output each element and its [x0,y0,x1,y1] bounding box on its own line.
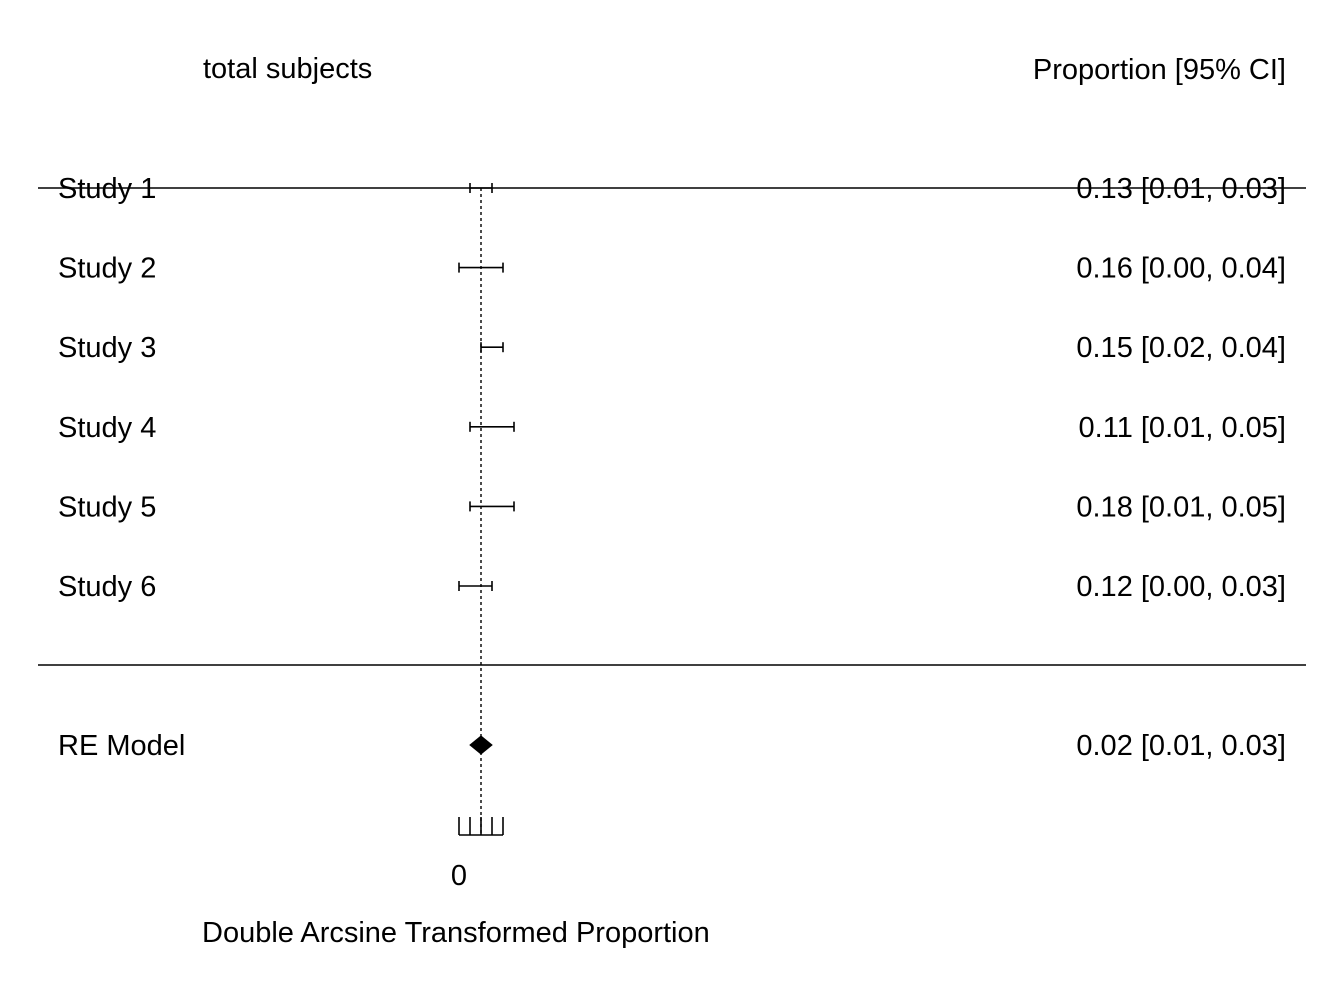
study-label: Study 2 [58,253,156,285]
study-label: Study 3 [58,332,156,364]
study-row: Study 3 0.15 [0.02, 0.04] [58,332,1286,364]
study-summary: 0.11 [0.01, 0.05] [1079,412,1286,444]
study-row: Study 4 0.11 [0.01, 0.05] [58,412,1286,444]
pooled-summary: 0.02 [0.01, 0.03] [1076,730,1286,762]
axis-tick-label: 0 [451,860,467,892]
study-summary: 0.12 [0.00, 0.03] [1076,571,1286,603]
study-rows: Study 1 0.13 [0.01, 0.03] Study 2 0.16 [0.0… [58,173,1286,603]
pooled-row: RE Model 0.02 [0.01, 0.03] [58,730,1286,762]
study-label: Study 6 [58,571,156,603]
x-axis: 0 [451,817,504,892]
study-row: Study 5 0.18 [0.01, 0.05] [58,491,1286,523]
x-axis-label: Double Arcsine Transformed Proportion [202,917,710,949]
header-left: total subjects [203,53,372,85]
study-label: Study 5 [58,491,156,523]
pooled-diamond [469,735,493,755]
pooled-label: RE Model [58,730,185,762]
study-summary: 0.15 [0.02, 0.04] [1076,332,1286,364]
study-label: Study 1 [58,173,156,205]
header-right: Proportion [95% CI] [1033,54,1286,86]
study-label: Study 4 [58,412,156,444]
study-row: Study 2 0.16 [0.00, 0.04] [58,253,1286,285]
study-row: Study 6 0.12 [0.00, 0.03] [58,571,1286,603]
study-summary: 0.16 [0.00, 0.04] [1076,253,1286,285]
study-summary: 0.13 [0.01, 0.03] [1076,173,1286,205]
study-row: Study 1 0.13 [0.01, 0.03] [58,173,1286,205]
study-summary: 0.18 [0.01, 0.05] [1076,491,1286,523]
